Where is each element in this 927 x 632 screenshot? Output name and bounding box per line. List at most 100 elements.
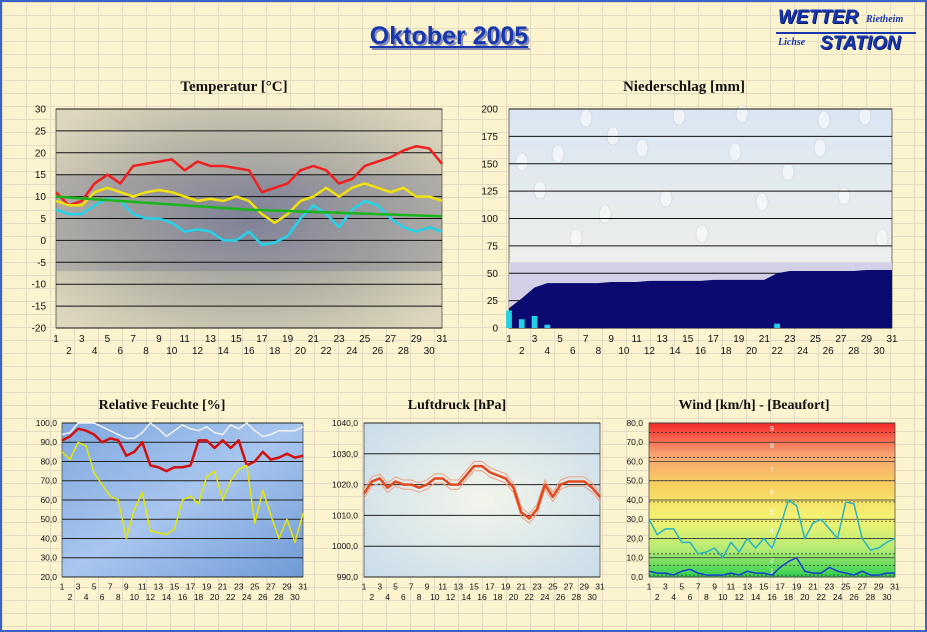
pressure-x-tick-label: 16 [477, 592, 487, 602]
temperature-x-tick-label: 14 [218, 346, 230, 357]
temperature-x-tick-label: 4 [92, 346, 98, 357]
humidity-x-tick-label: 16 [178, 592, 188, 602]
wind-y-tick-label: 40,0 [626, 495, 643, 505]
precipitation-x-tick-label: 4 [545, 346, 551, 357]
precipitation-y-tick-label: 25 [487, 296, 499, 307]
humidity-x-tick-label: 1 [60, 582, 65, 592]
wind-chart-title: Wind [km/h] - [Beaufort] [678, 398, 830, 413]
precipitation-x-tick-label: 19 [733, 334, 745, 345]
precipitation-chart: 0255075100125150175200123456789101112131… [481, 105, 898, 358]
pressure-x-tick-label: 23 [532, 582, 542, 592]
temperature-x-tick-label: 20 [295, 346, 307, 357]
pressure-x-tick-label: 28 [572, 592, 582, 602]
temperature-x-tick-label: 26 [372, 346, 384, 357]
wind-x-tick-label: 26 [849, 592, 859, 602]
temperature-x-tick-label: 16 [243, 346, 255, 357]
pressure-x-tick-label: 12 [446, 592, 456, 602]
wind-y-tick-label: 80,0 [626, 418, 643, 428]
humidity-max-series [61, 422, 304, 440]
humidity-x-tick-label: 4 [84, 592, 89, 602]
precipitation-x-tick-label: 31 [886, 334, 898, 345]
precipitation-x-tick-label: 7 [583, 334, 589, 345]
temperature-y-tick-label: 10 [35, 192, 47, 203]
pressure-x-tick-label: 24 [540, 592, 550, 602]
precipitation-x-tick-label: 18 [720, 346, 732, 357]
pressure-x-tick-label: 6 [401, 592, 406, 602]
pressure-x-tick-label: 19 [501, 582, 511, 592]
pressure-x-tick-label: 10 [430, 592, 440, 602]
wind-x-tick-label: 30 [882, 592, 892, 602]
pressure-chart-title: Luftdruck [hPa] [407, 398, 507, 413]
humidity-x-tick-label: 5 [92, 582, 97, 592]
wind-x-tick-label: 16 [767, 592, 777, 602]
precipitation-x-tick-label: 27 [835, 334, 847, 345]
precipitation-y-tick-label: 175 [481, 132, 498, 143]
pressure-x-tick-label: 4 [385, 592, 390, 602]
raindrop-deco [569, 228, 583, 248]
humidity-x-tick-label: 9 [124, 582, 129, 592]
humidity-y-tick-label: 30,0 [40, 553, 57, 563]
humidity-y-tick-label: 20,0 [40, 572, 57, 582]
temperature-normal-series [55, 195, 443, 218]
humidity-x-tick-label: 27 [266, 582, 276, 592]
pressure-x-tick-label: 13 [454, 582, 464, 592]
beaufort-label: 6 [770, 489, 774, 496]
pressure-chart: 990,01000,01010,01020,01030,01040,012345… [332, 418, 605, 602]
pressure-x-tick-label: 5 [393, 582, 398, 592]
pressure-x-tick-label: 22 [524, 592, 534, 602]
temperature-x-tick-label: 1 [53, 334, 59, 345]
temperature-x-tick-label: 3 [79, 334, 85, 345]
temperature-chart-title: Temperatur [°C] [180, 79, 288, 95]
wind-mittel-series [648, 557, 895, 576]
humidity-x-tick-label: 17 [186, 582, 196, 592]
precipitation-x-tick-label: 29 [861, 334, 873, 345]
precipitation-x-tick-label: 17 [708, 334, 720, 345]
wind-y-tick-label: 0,0 [631, 572, 643, 582]
pressure-y-tick-label: 1020,0 [332, 480, 358, 490]
humidity-x-tick-label: 30 [290, 592, 300, 602]
wind-x-tick-label: 21 [808, 582, 818, 592]
precipitation-x-tick-label: 14 [669, 346, 681, 357]
beaufort-label: 9 [770, 426, 774, 433]
temperature-x-tick-label: 19 [282, 334, 294, 345]
pressure-plot-area [363, 422, 601, 578]
humidity-x-tick-label: 10 [130, 592, 140, 602]
pressure-y-tick-label: 990,0 [337, 572, 359, 582]
wind-x-tick-label: 23 [825, 582, 835, 592]
logo-divider [776, 32, 916, 34]
pressure-x-tick-label: 8 [417, 592, 422, 602]
temperature-x-tick-label: 8 [143, 346, 149, 357]
humidity-x-tick-label: 13 [154, 582, 164, 592]
precipitation-x-tick-label: 15 [682, 334, 694, 345]
temperature-y-tick-label: 20 [35, 148, 47, 159]
raindrop-deco [672, 106, 686, 126]
pressure-x-tick-label: 30 [587, 592, 597, 602]
raindrop-deco [728, 142, 742, 162]
humidity-y-tick-label: 90,0 [40, 437, 57, 447]
precipitation-y-tick-label: 100 [481, 214, 498, 225]
humidity-min-series [61, 441, 304, 544]
raindrop-deco [858, 106, 872, 126]
wind-y-tick-label: 10,0 [626, 553, 643, 563]
temperature-x-tick-label: 28 [398, 346, 410, 357]
raindrop-deco [817, 110, 831, 130]
temperature-x-tick-label: 11 [179, 334, 190, 345]
beaufort-label: 8 [770, 443, 774, 450]
precipitation-x-tick-label: 23 [784, 334, 796, 345]
temperature-y-tick-label: -20 [32, 324, 47, 335]
pressure-x-tick-label: 21 [517, 582, 527, 592]
raindrop-deco [695, 224, 709, 244]
pressure-x-tick-label: 27 [564, 582, 574, 592]
precipitation-x-tick-label: 11 [631, 334, 642, 345]
humidity-x-tick-label: 26 [258, 592, 268, 602]
raindrop-deco [533, 180, 547, 200]
temperature-x-tick-label: 6 [118, 346, 124, 357]
humidity-x-tick-label: 8 [116, 592, 121, 602]
temperature-y-tick-label: -15 [32, 302, 47, 313]
temperature-band [56, 174, 442, 272]
wind-x-tick-label: 22 [816, 592, 826, 602]
humidity-x-tick-label: 19 [202, 582, 212, 592]
pressure-x-tick-label: 25 [548, 582, 558, 592]
